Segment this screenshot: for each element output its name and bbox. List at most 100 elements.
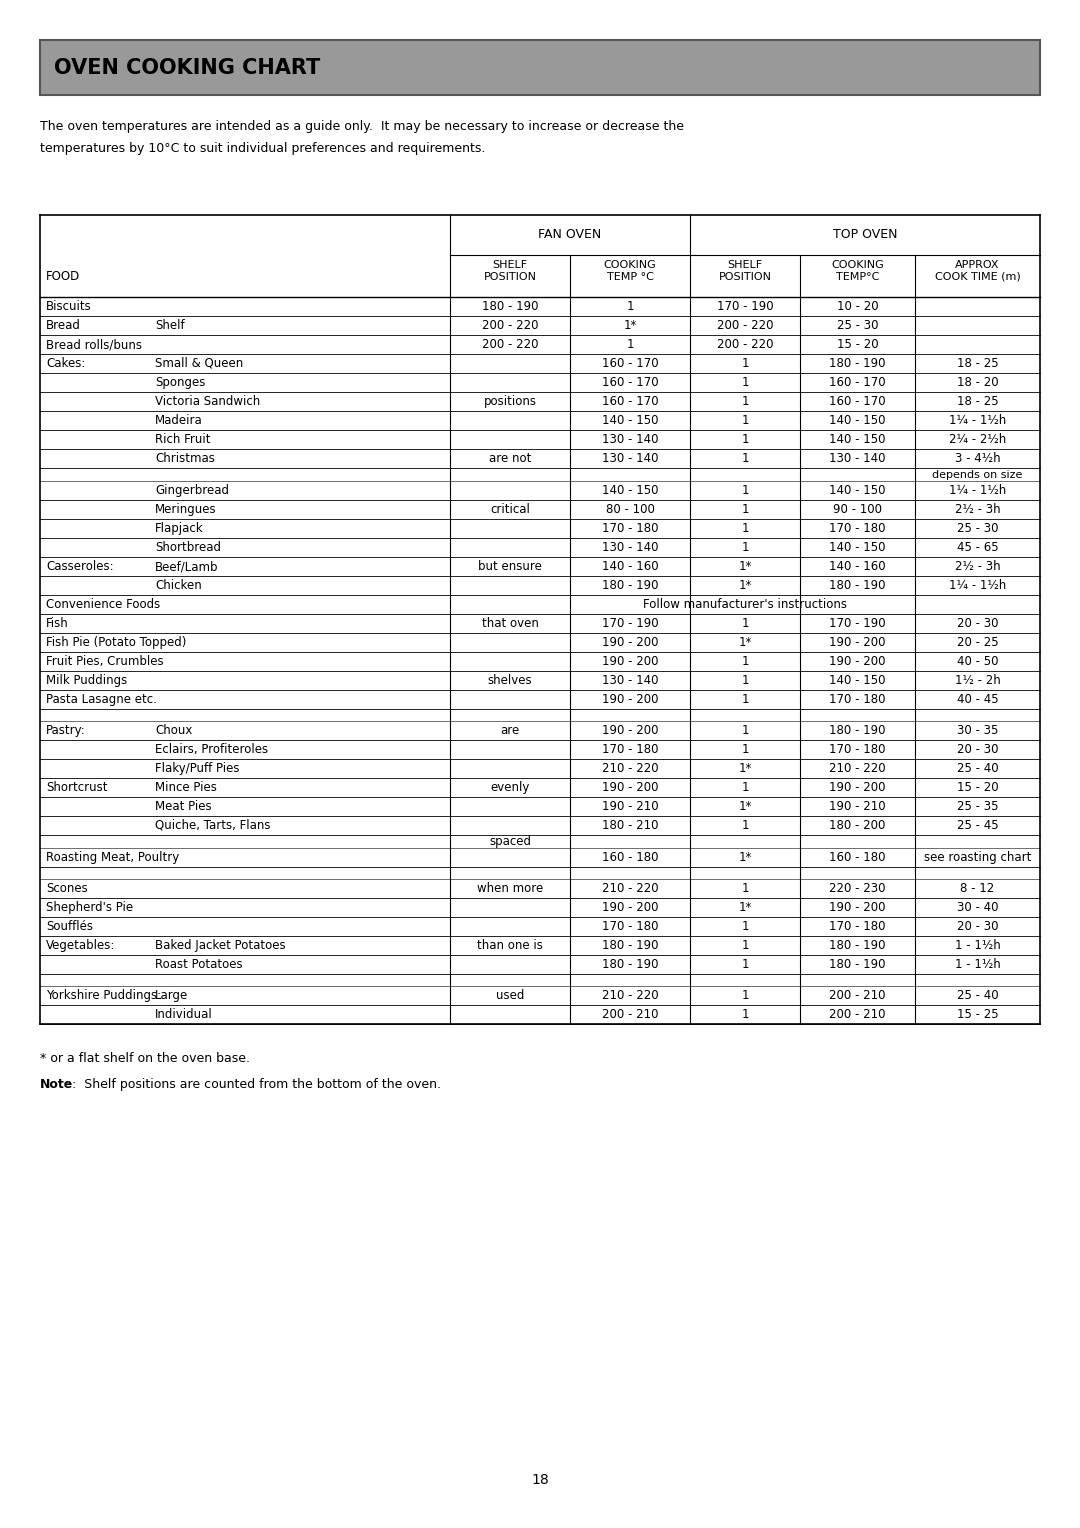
Text: 18 - 25: 18 - 25 — [957, 358, 998, 370]
Text: 200 - 220: 200 - 220 — [717, 319, 773, 332]
Text: 1: 1 — [741, 414, 748, 426]
Text: 160 - 170: 160 - 170 — [602, 396, 659, 408]
Text: critical: critical — [490, 503, 530, 516]
Text: 190 - 200: 190 - 200 — [602, 902, 658, 914]
Text: but ensure: but ensure — [478, 559, 542, 573]
Text: Biscuits: Biscuits — [46, 299, 92, 313]
Text: 1: 1 — [626, 299, 634, 313]
Text: 170 - 180: 170 - 180 — [829, 743, 886, 756]
Text: Shortcrust: Shortcrust — [46, 781, 108, 795]
Text: 25 - 45: 25 - 45 — [957, 819, 998, 833]
Text: 10 - 20: 10 - 20 — [837, 299, 878, 313]
Text: Flapjack: Flapjack — [156, 523, 204, 535]
Text: 180 - 190: 180 - 190 — [602, 958, 658, 970]
Text: 1: 1 — [741, 396, 748, 408]
Text: 180 - 200: 180 - 200 — [829, 819, 886, 833]
Text: 1¼ - 1½h: 1¼ - 1½h — [949, 579, 1007, 591]
Text: :  Shelf positions are counted from the bottom of the oven.: : Shelf positions are counted from the b… — [72, 1077, 441, 1091]
Text: positions: positions — [484, 396, 537, 408]
Text: 1: 1 — [741, 617, 748, 630]
Text: 1: 1 — [741, 656, 748, 668]
Text: 1: 1 — [741, 523, 748, 535]
Text: Fish Pie (Potato Topped): Fish Pie (Potato Topped) — [46, 636, 187, 649]
Text: 1: 1 — [741, 940, 748, 952]
Text: 15 - 25: 15 - 25 — [957, 1008, 998, 1021]
Text: 130 - 140: 130 - 140 — [829, 452, 886, 465]
Text: 1: 1 — [741, 452, 748, 465]
Text: Note: Note — [40, 1077, 73, 1091]
Text: 18 - 25: 18 - 25 — [957, 396, 998, 408]
Text: Bread rolls/buns: Bread rolls/buns — [46, 338, 141, 351]
Text: 140 - 150: 140 - 150 — [829, 414, 886, 426]
Text: 20 - 30: 20 - 30 — [957, 617, 998, 630]
Text: 160 - 170: 160 - 170 — [829, 376, 886, 390]
Text: 180 - 190: 180 - 190 — [829, 579, 886, 591]
Text: Scones: Scones — [46, 882, 87, 895]
Text: Pasta Lasagne etc.: Pasta Lasagne etc. — [46, 694, 157, 706]
Text: 190 - 200: 190 - 200 — [829, 636, 886, 649]
Text: 20 - 30: 20 - 30 — [957, 920, 998, 934]
Text: Follow manufacturer's instructions: Follow manufacturer's instructions — [643, 597, 847, 611]
Text: 1¼ - 1½h: 1¼ - 1½h — [949, 414, 1007, 426]
Text: 25 - 35: 25 - 35 — [957, 801, 998, 813]
Text: 1*: 1* — [739, 902, 752, 914]
Text: 1: 1 — [741, 503, 748, 516]
Text: 200 - 210: 200 - 210 — [829, 989, 886, 1002]
Text: 170 - 180: 170 - 180 — [829, 523, 886, 535]
Text: 1: 1 — [741, 674, 748, 688]
Text: Fruit Pies, Crumbles: Fruit Pies, Crumbles — [46, 656, 164, 668]
Text: 130 - 140: 130 - 140 — [602, 541, 658, 555]
Text: 1*: 1* — [739, 636, 752, 649]
Text: 210 - 220: 210 - 220 — [602, 882, 659, 895]
Text: Victoria Sandwich: Victoria Sandwich — [156, 396, 260, 408]
Text: 190 - 200: 190 - 200 — [829, 656, 886, 668]
Text: Quiche, Tarts, Flans: Quiche, Tarts, Flans — [156, 819, 270, 833]
Text: 2½ - 3h: 2½ - 3h — [955, 503, 1000, 516]
Text: used: used — [496, 989, 524, 1002]
Text: Individual: Individual — [156, 1008, 213, 1021]
Text: Mince Pies: Mince Pies — [156, 781, 217, 795]
Text: 130 - 140: 130 - 140 — [602, 674, 658, 688]
Text: 1*: 1* — [739, 762, 752, 775]
Text: The oven temperatures are intended as a guide only.  It may be necessary to incr: The oven temperatures are intended as a … — [40, 121, 684, 133]
Text: * or a flat shelf on the oven base.: * or a flat shelf on the oven base. — [40, 1051, 249, 1065]
Text: OVEN COOKING CHART: OVEN COOKING CHART — [54, 58, 321, 78]
Text: evenly: evenly — [490, 781, 529, 795]
Text: Rich Fruit: Rich Fruit — [156, 432, 211, 446]
Text: FAN OVEN: FAN OVEN — [538, 229, 602, 241]
Text: 1: 1 — [741, 819, 748, 833]
Text: 170 - 180: 170 - 180 — [602, 523, 658, 535]
Text: Casseroles:: Casseroles: — [46, 559, 113, 573]
Text: TOP OVEN: TOP OVEN — [833, 229, 897, 241]
Text: 190 - 200: 190 - 200 — [602, 636, 658, 649]
Text: 210 - 220: 210 - 220 — [602, 762, 659, 775]
Text: 190 - 200: 190 - 200 — [602, 724, 658, 736]
Text: 160 - 180: 160 - 180 — [602, 851, 658, 863]
Text: 2¼ - 2½h: 2¼ - 2½h — [949, 432, 1007, 446]
Text: temperatures by 10°C to suit individual preferences and requirements.: temperatures by 10°C to suit individual … — [40, 142, 485, 154]
Text: are: are — [500, 724, 519, 736]
Text: 210 - 220: 210 - 220 — [602, 989, 659, 1002]
Text: 180 - 190: 180 - 190 — [602, 579, 658, 591]
Text: 180 - 210: 180 - 210 — [602, 819, 658, 833]
Text: 1¼ - 1½h: 1¼ - 1½h — [949, 484, 1007, 497]
Text: 130 - 140: 130 - 140 — [602, 432, 658, 446]
Text: 1: 1 — [741, 432, 748, 446]
Text: 190 - 200: 190 - 200 — [602, 694, 658, 706]
Text: 200 - 210: 200 - 210 — [829, 1008, 886, 1021]
Text: 140 - 150: 140 - 150 — [602, 414, 658, 426]
Text: 1: 1 — [741, 724, 748, 736]
Text: 25 - 30: 25 - 30 — [837, 319, 878, 332]
Text: 200 - 220: 200 - 220 — [482, 338, 538, 351]
Text: 180 - 190: 180 - 190 — [829, 724, 886, 736]
Text: Flaky/Puff Pies: Flaky/Puff Pies — [156, 762, 240, 775]
Text: 15 - 20: 15 - 20 — [957, 781, 998, 795]
Text: 170 - 190: 170 - 190 — [602, 617, 659, 630]
Text: 140 - 150: 140 - 150 — [829, 541, 886, 555]
Text: are not: are not — [489, 452, 531, 465]
Text: 1: 1 — [741, 541, 748, 555]
Text: 170 - 180: 170 - 180 — [602, 743, 658, 756]
Text: spaced: spaced — [489, 834, 531, 848]
Text: than one is: than one is — [477, 940, 543, 952]
Bar — [40, 40, 1040, 95]
